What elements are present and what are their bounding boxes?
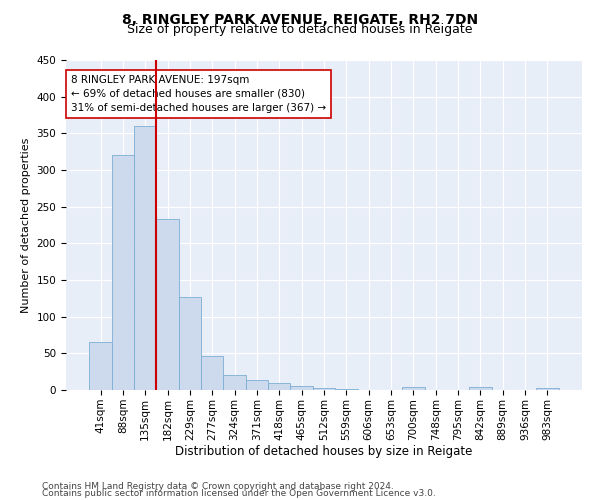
Bar [536,388,559,390]
Text: Size of property relative to detached houses in Reigate: Size of property relative to detached ho… [127,22,473,36]
Text: 8, RINGLEY PARK AVENUE, REIGATE, RH2 7DN: 8, RINGLEY PARK AVENUE, REIGATE, RH2 7DN [122,12,478,26]
Text: 8 RINGLEY PARK AVENUE: 197sqm
← 69% of detached houses are smaller (830)
31% of : 8 RINGLEY PARK AVENUE: 197sqm ← 69% of d… [71,75,326,113]
Bar [268,384,290,390]
X-axis label: Distribution of detached houses by size in Reigate: Distribution of detached houses by size … [175,446,473,458]
Bar [179,297,201,390]
Bar [89,342,112,390]
Bar [112,156,134,390]
Bar [134,126,157,390]
Bar [246,380,268,390]
Bar [157,219,179,390]
Bar [313,388,335,390]
Bar [290,386,313,390]
Y-axis label: Number of detached properties: Number of detached properties [21,138,31,312]
Bar [223,374,246,390]
Text: Contains HM Land Registry data © Crown copyright and database right 2024.: Contains HM Land Registry data © Crown c… [42,482,394,491]
Bar [201,356,223,390]
Bar [402,387,425,390]
Bar [469,387,491,390]
Text: Contains public sector information licensed under the Open Government Licence v3: Contains public sector information licen… [42,490,436,498]
